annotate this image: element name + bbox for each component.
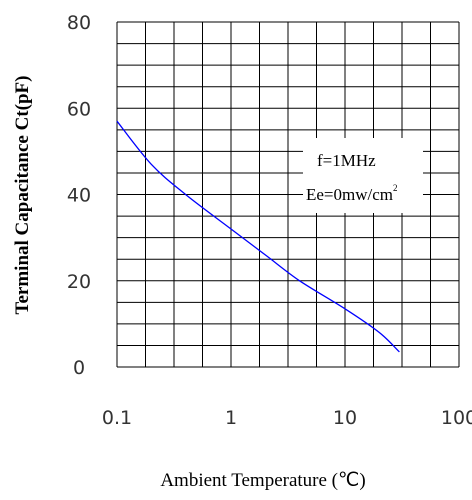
annotation-line1: f=1MHz bbox=[317, 151, 376, 170]
x-tick-labels: 0.1 1 10 100 bbox=[102, 407, 472, 429]
x-axis-label: Ambient Temperature (℃) bbox=[160, 470, 365, 491]
y-tick-labels: 0 20 40 60 80 bbox=[67, 12, 91, 379]
x-tick-label: 1 bbox=[225, 407, 237, 429]
y-axis-label: Terminal Capacitance Ct(pF) bbox=[12, 76, 33, 315]
y-tick-label: 20 bbox=[67, 271, 91, 293]
y-tick-label: 0 bbox=[73, 357, 85, 379]
annotation-line2: Ee=0mw/cm2 bbox=[306, 183, 398, 204]
annotation-line2-main: Ee=0mw/cm bbox=[306, 185, 393, 204]
y-tick-label: 60 bbox=[67, 98, 91, 120]
x-tick-label: 0.1 bbox=[102, 407, 132, 429]
y-tick-label: 40 bbox=[67, 185, 91, 207]
annotation-line2-sup: 2 bbox=[393, 183, 398, 193]
x-tick-label: 100 bbox=[441, 407, 472, 429]
capacitance-curve bbox=[116, 120, 400, 353]
y-tick-label: 80 bbox=[67, 12, 91, 34]
annotation-box: f=1MHz Ee=0mw/cm2 bbox=[303, 138, 423, 213]
x-tick-label: 10 bbox=[333, 407, 357, 429]
